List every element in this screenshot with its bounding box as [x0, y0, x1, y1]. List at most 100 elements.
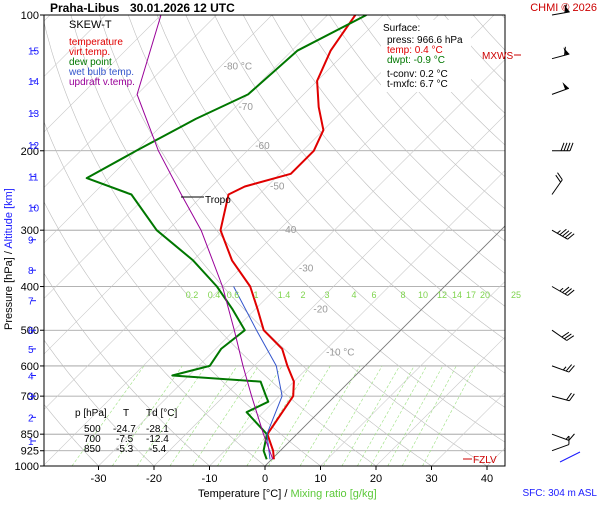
- table-header-t: T: [123, 408, 129, 419]
- tropopause-label: Tropo: [205, 195, 231, 206]
- wind-barb: [550, 46, 569, 58]
- dry-adiabat: [531, 15, 600, 476]
- wind-barb: [552, 223, 574, 240]
- pressure-tick-label: 1000: [15, 461, 39, 473]
- mixing-ratio-label: 20: [480, 290, 490, 300]
- x-axis-title-sep: /: [281, 488, 290, 500]
- mixing-ratio-label: 17: [466, 290, 476, 300]
- temperature-tick-label: -30: [91, 473, 107, 485]
- wind-barb-full: [566, 364, 572, 373]
- altitude-tick-label: 9: [28, 236, 34, 247]
- wind-barb-full: [561, 143, 564, 151]
- isotherm-label: -40: [282, 225, 297, 236]
- altitude-tick-label: 4: [28, 372, 34, 383]
- wind-barb: [552, 143, 573, 151]
- temperature-tick-label: 0: [262, 473, 268, 485]
- wind-barb: [549, 81, 569, 95]
- mixing-ratio-label: 3: [324, 290, 329, 300]
- wind-barb: [549, 436, 571, 451]
- isotherm-label: -30: [299, 264, 314, 275]
- isotherm-label: -80 °C: [224, 61, 252, 72]
- datetime-title: 30.01.2026 12 UTC: [130, 1, 235, 15]
- temperature-tick-label: 40: [481, 473, 493, 485]
- wind-barb: [552, 388, 574, 401]
- altitude-tick-label: 15: [28, 47, 40, 58]
- table-cell: -5.3: [116, 444, 134, 455]
- wind-barb-pennant: [562, 81, 568, 90]
- mixing-ratio-label: 14: [452, 290, 462, 300]
- wind-barb-full: [569, 365, 575, 374]
- mixing-ratio-label: 2: [300, 290, 305, 300]
- y-axis-title-pressure: Pressure [hPa]: [3, 257, 15, 330]
- mixing-ratio-label: 0.4: [208, 290, 221, 300]
- surface-info: Surface: press: 966.6 hPa temp: 0.4 °C d…: [381, 20, 471, 92]
- altitude-tick-label: 3: [28, 392, 34, 403]
- altitude-tick-label: 7: [28, 297, 34, 308]
- altitude-tick-label: 14: [28, 77, 40, 88]
- mixing-ratio-label: 12: [437, 290, 447, 300]
- sfc-altitude-label: SFC: 304 m ASL: [523, 488, 598, 499]
- legend-item-updraft: updraft v.temp.: [69, 77, 135, 88]
- wind-barb-half: [560, 288, 563, 292]
- dry-adiabat: [588, 15, 600, 476]
- wind-barb: [552, 280, 574, 297]
- surface-wind-barb: [560, 452, 580, 462]
- temperature-tick-label: 30: [425, 473, 437, 485]
- isotherm-label: -10 °C: [326, 347, 354, 358]
- table-header-p: p [hPa]: [75, 408, 107, 419]
- temperature-tick-label: 20: [370, 473, 382, 485]
- wind-barb-half: [566, 436, 569, 440]
- isotherm-label: -60: [255, 141, 270, 152]
- wind-barb-full: [568, 232, 575, 240]
- pressure-tick-label: 100: [21, 10, 39, 22]
- y-axis-title-altitude: Altitude [km]: [3, 188, 15, 249]
- altitude-tick-label: 13: [28, 109, 40, 120]
- y-axis-title-sep: /: [3, 249, 15, 258]
- wind-barb-full: [569, 433, 575, 442]
- mixing-ratio-label: 25: [511, 290, 521, 300]
- surface-title: Surface:: [383, 23, 420, 34]
- wind-barb: [545, 173, 564, 195]
- altitude-tick-label: 10: [28, 203, 40, 214]
- altitude-tick-label: 2: [28, 413, 34, 424]
- mixing-ratio-label: 1.4: [278, 290, 291, 300]
- isotherm-label: -70: [238, 102, 253, 113]
- level-table: p [hPa] T Td [°C] 500 -24.7 -28.1 700 -7…: [75, 408, 177, 455]
- x-axis-title-temperature: Temperature [°C]: [198, 488, 281, 500]
- mixing-ratio-label: 4: [351, 290, 356, 300]
- temperature-tick-label: 10: [314, 473, 326, 485]
- altitude-tick-label: 6: [28, 326, 34, 337]
- altitude-tick-label: 8: [28, 266, 34, 277]
- temperature-tick-label: -10: [202, 473, 218, 485]
- mixing-ratio-label: 8: [400, 290, 405, 300]
- altitude-tick-label: 5: [28, 345, 34, 356]
- altitude-tick-label: 12: [28, 141, 40, 152]
- altitude-tick-label: 11: [28, 172, 39, 183]
- station-title: Praha-Libus: [50, 1, 120, 15]
- wind-barb: [552, 427, 574, 442]
- wind-barb-staff: [552, 445, 569, 451]
- surface-dewpoint: dwpt: -0.9 °C: [387, 55, 445, 66]
- wind-barb-half: [563, 366, 566, 370]
- table-header-td: Td [°C]: [146, 408, 177, 419]
- pressure-tick-label: 400: [21, 282, 39, 294]
- mxws-label: MXWS: [482, 51, 513, 62]
- x-axis-title: Temperature [°C] / Mixing ratio [g/kg]: [198, 488, 377, 500]
- wind-barb-full: [570, 143, 573, 151]
- dry-adiabat: [502, 15, 600, 476]
- fzlv-label: FZLV: [473, 455, 497, 466]
- x-axis-title-mixing: Mixing ratio [g/kg]: [290, 488, 376, 500]
- table-cell: 850: [84, 444, 101, 455]
- wind-barb-full: [568, 289, 575, 297]
- mixing-ratio-label: 0.6: [227, 290, 240, 300]
- wind-barb: [552, 358, 574, 373]
- wind-barb-staff: [552, 88, 569, 94]
- temperature-tick-label: -20: [146, 473, 162, 485]
- wind-barb: [552, 324, 574, 343]
- isotherm-label: -20: [313, 305, 328, 316]
- altitude-tick-label: 1: [28, 437, 34, 448]
- mixing-ratio-label: 10: [418, 290, 428, 300]
- y-axis-title: Pressure [hPa] / Altitude [km]: [3, 188, 15, 330]
- wind-barb-full: [567, 143, 570, 151]
